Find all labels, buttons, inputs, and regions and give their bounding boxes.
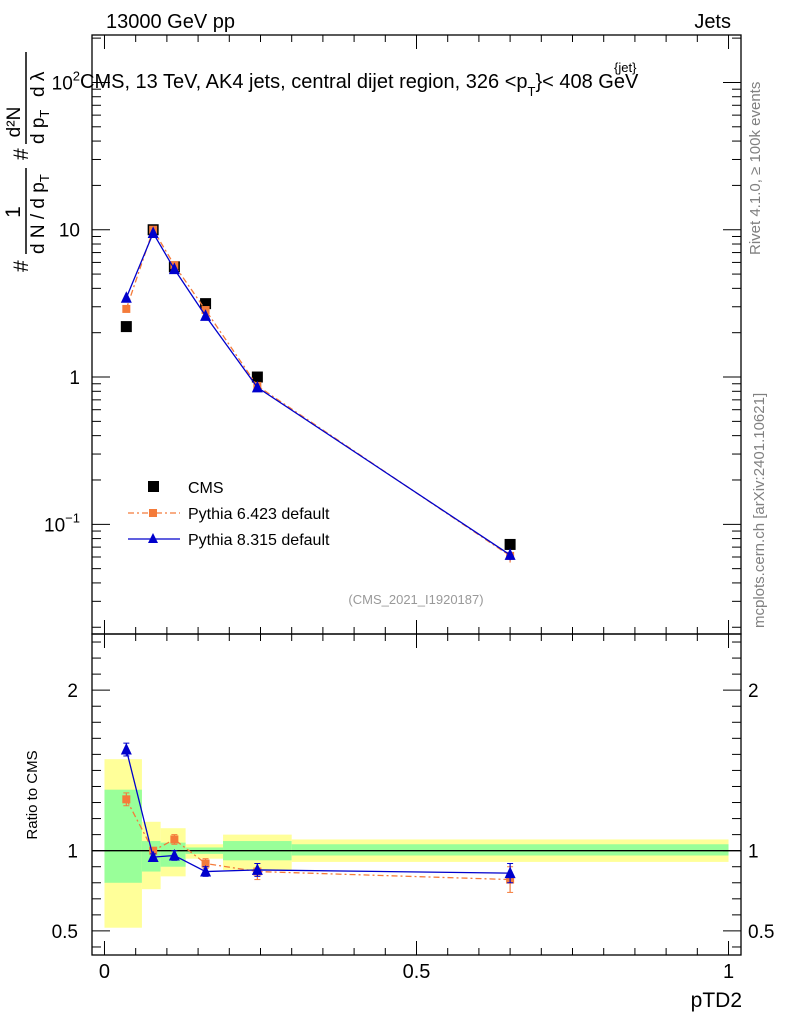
y-tick-label: 102 <box>52 68 80 94</box>
data-point-pythia8 <box>251 380 263 393</box>
ratio-point-pythia8 <box>168 848 180 861</box>
legend-label-pythia8: Pythia 8.315 default <box>188 532 330 549</box>
data-point-cms <box>251 371 263 383</box>
legend-label-pythia6: Pythia 6.423 default <box>188 506 330 523</box>
data-marks <box>120 224 516 893</box>
chart-title: CMS, 13 TeV, AK4 jets, central dijet reg… <box>80 71 639 99</box>
data-point-pythia8 <box>120 291 132 303</box>
ratio-plot-frame <box>91 633 742 956</box>
legend-marker-pythia6 <box>149 509 157 517</box>
ratio-point-pythia6 <box>122 795 131 804</box>
chart-title-superscript: {jet} <box>614 60 637 75</box>
ratio-point-pythia8 <box>504 866 516 879</box>
ratio-point-pythia6 <box>201 859 210 868</box>
ratio-band-inner <box>291 844 729 856</box>
mcplots-label: mcplots.cern.ch [arXiv:2401.10621] <box>751 393 768 628</box>
ratio-y-tick-label-left: 0.5 <box>52 922 78 943</box>
data-point-pythia8 <box>200 309 212 321</box>
ratio-point-pythia8 <box>120 742 132 755</box>
header-left: 13000 GeV pp <box>106 11 235 33</box>
axis-ticks: 0 0.5 1 10−1 1 10 102 0.5 0.5 1 1 2 2 <box>44 35 774 983</box>
ratio-line-pythia6 <box>125 799 511 881</box>
ratio-y-tick-label-right: 1 <box>748 842 759 863</box>
data-point-cms <box>200 298 212 310</box>
ratio-line-pythia8 <box>125 749 511 874</box>
header-right: Jets <box>694 11 731 33</box>
ratio-y-tick-label-right: 0.5 <box>748 922 774 943</box>
ratio-uncertainty-bands <box>104 759 729 928</box>
x-tick-label: 1 <box>723 961 734 983</box>
legend: CMS Pythia 6.423 default Pythia 8.315 de… <box>128 480 330 549</box>
legend-label-cms: CMS <box>188 480 224 497</box>
data-point-pythia8 <box>147 226 159 238</box>
ratio-y-tick-label-right: 2 <box>748 681 759 702</box>
y-tick-label: 10 <box>59 221 80 242</box>
data-point-pythia8 <box>504 548 516 560</box>
ratio-point-pythia8 <box>251 863 263 875</box>
data-point-pythia6 <box>122 304 131 313</box>
data-point-cms <box>120 321 132 333</box>
x-axis-label: pTD2 <box>691 989 742 1012</box>
y-axis-label-dlambda: d λ <box>28 71 49 97</box>
series-line-pythia8 <box>125 231 511 556</box>
y-axis-label-d2n: d²N <box>4 107 25 138</box>
y-tick-label: 1 <box>69 368 80 389</box>
ratio-band-inner <box>104 789 142 883</box>
ratio-y-tick-label-left: 1 <box>67 842 78 863</box>
x-tick-label: 0 <box>99 961 110 983</box>
ratio-y-axis-label: Ratio to CMS <box>24 750 41 839</box>
rivet-label: Rivet 4.1.0, ≥ 100k events <box>747 82 764 255</box>
legend-marker-pythia8 <box>148 533 158 543</box>
y-axis-label: # 1 d N / d pT # d²N d pT d λ <box>2 52 52 272</box>
ratio-y-tick-label-left: 2 <box>67 681 78 702</box>
y-axis-label-denominator: d N / d pT <box>28 174 52 254</box>
ratio-point-pythia8 <box>147 850 159 863</box>
data-point-pythia8 <box>168 262 180 275</box>
y-axis-label-numerator: 1 <box>2 206 25 218</box>
ratio-point-pythia6 <box>170 835 179 844</box>
data-point-cms <box>504 538 516 550</box>
series-line-pythia6 <box>125 228 511 557</box>
x-tick-label: 0.5 <box>403 961 431 983</box>
y-tick-label: 10−1 <box>44 510 80 536</box>
ratio-point-pythia8 <box>200 864 212 877</box>
y-axis-label-hash: # <box>10 260 33 272</box>
legend-marker-cms <box>148 481 159 492</box>
y-axis-label-hash2: # <box>10 148 33 160</box>
y-axis-label-dpt: d pT <box>28 110 52 144</box>
analysis-tag: (CMS_2021_I1920187) <box>348 592 483 607</box>
